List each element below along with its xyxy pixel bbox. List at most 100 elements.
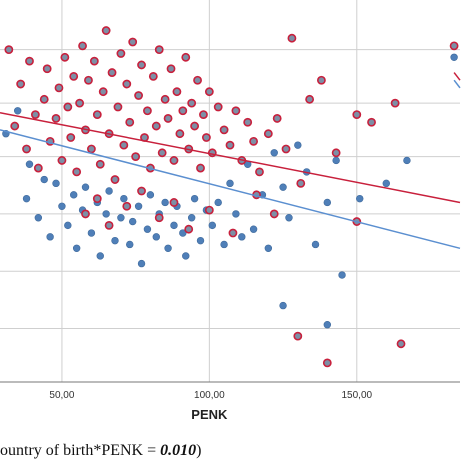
red-data-point <box>255 167 264 177</box>
blue-data-point <box>46 233 54 241</box>
blue-data-point <box>117 214 125 222</box>
blue-data-point <box>146 191 155 199</box>
blue-data-point <box>128 217 137 226</box>
blue-data-point <box>323 321 332 329</box>
red-data-point <box>199 110 208 119</box>
blue-data-point <box>161 198 169 207</box>
red-data-point <box>228 228 238 238</box>
red-data-point <box>249 136 258 146</box>
red-data-point <box>10 121 20 131</box>
red-data-point <box>69 72 79 81</box>
caption-p-value: 0.010 <box>160 442 197 459</box>
blue-data-point <box>105 187 113 195</box>
red-data-point <box>163 114 173 123</box>
red-data-point <box>75 98 85 108</box>
red-data-point <box>95 159 105 169</box>
blue-data-point <box>126 240 134 249</box>
red-data-point <box>122 201 132 211</box>
fit-lines-layer <box>0 72 461 250</box>
red-data-point <box>60 52 70 62</box>
x-tick-label: 100,00 <box>194 390 225 401</box>
red-data-point <box>4 45 14 55</box>
blue-data-point <box>382 179 390 188</box>
red-data-point <box>84 75 93 85</box>
red-data-point <box>154 213 164 223</box>
red-data-point <box>331 148 341 158</box>
fit-line <box>453 72 461 81</box>
red-data-point <box>63 102 73 112</box>
blue-data-point <box>152 233 160 241</box>
red-data-point <box>204 87 214 97</box>
x-tick-label: 150,00 <box>341 390 372 401</box>
red-data-point <box>113 102 123 112</box>
red-data-point <box>160 94 170 104</box>
blue-data-point <box>22 194 31 203</box>
red-data-point <box>293 331 303 341</box>
red-data-point <box>204 205 214 215</box>
red-data-point <box>296 178 306 188</box>
blue-data-point <box>332 156 340 165</box>
red-data-point <box>39 94 49 104</box>
red-data-point <box>110 175 120 184</box>
fit-line <box>0 111 461 204</box>
red-data-point <box>57 156 67 165</box>
red-data-point <box>449 41 459 51</box>
red-data-point <box>317 75 326 85</box>
red-data-point <box>22 144 31 154</box>
red-data-point <box>116 49 126 58</box>
blue-data-point <box>232 210 240 218</box>
red-data-point <box>196 163 205 173</box>
red-data-point <box>352 110 362 119</box>
blue-data-point <box>264 244 273 253</box>
x-tick-label: 50,00 <box>49 390 74 401</box>
red-data-point <box>30 110 40 119</box>
blue-data-point <box>190 194 199 203</box>
blue-data-point <box>403 156 411 165</box>
red-data-point <box>202 133 211 142</box>
red-data-point <box>225 140 235 150</box>
red-data-point <box>390 98 400 108</box>
blue-data-point <box>220 240 228 249</box>
red-data-point <box>178 106 188 116</box>
red-data-point <box>184 224 194 234</box>
red-data-point <box>42 64 52 74</box>
red-data-point <box>190 121 200 131</box>
blue-data-point <box>249 225 258 233</box>
blue-data-point <box>214 198 222 207</box>
red-data-point <box>154 45 164 55</box>
blue-data-point <box>356 194 364 203</box>
red-data-point <box>231 106 241 116</box>
blue-data-point <box>279 183 287 191</box>
red-data-point <box>134 91 143 100</box>
red-data-point <box>169 198 179 207</box>
red-data-point <box>25 56 34 66</box>
red-data-point <box>172 87 182 97</box>
blue-data-point <box>96 252 104 260</box>
fit-line <box>0 129 461 250</box>
blue-data-point <box>111 236 119 245</box>
red-data-point <box>272 114 282 123</box>
blue-data-point <box>179 229 187 237</box>
red-data-point <box>131 152 141 162</box>
red-data-point <box>263 129 273 139</box>
red-data-point <box>104 220 114 230</box>
blue-data-point <box>170 221 178 230</box>
red-data-point <box>16 79 26 89</box>
red-data-point <box>92 194 102 204</box>
red-data-point <box>81 209 90 219</box>
blue-data-point <box>72 244 81 253</box>
red-data-point <box>107 68 117 77</box>
red-data-point <box>122 79 132 89</box>
blue-data-point <box>323 198 332 207</box>
red-data-point <box>169 156 179 165</box>
blue-data-point <box>81 183 90 191</box>
red-data-point <box>78 41 87 51</box>
red-data-point <box>137 60 146 70</box>
red-data-point <box>243 117 253 127</box>
red-data-point <box>72 167 82 177</box>
blue-data-point <box>137 259 146 268</box>
red-data-point <box>89 56 99 66</box>
red-data-point <box>33 163 43 173</box>
caption-text: ountry of birth*PENK = <box>0 442 161 459</box>
red-data-point <box>305 94 315 104</box>
